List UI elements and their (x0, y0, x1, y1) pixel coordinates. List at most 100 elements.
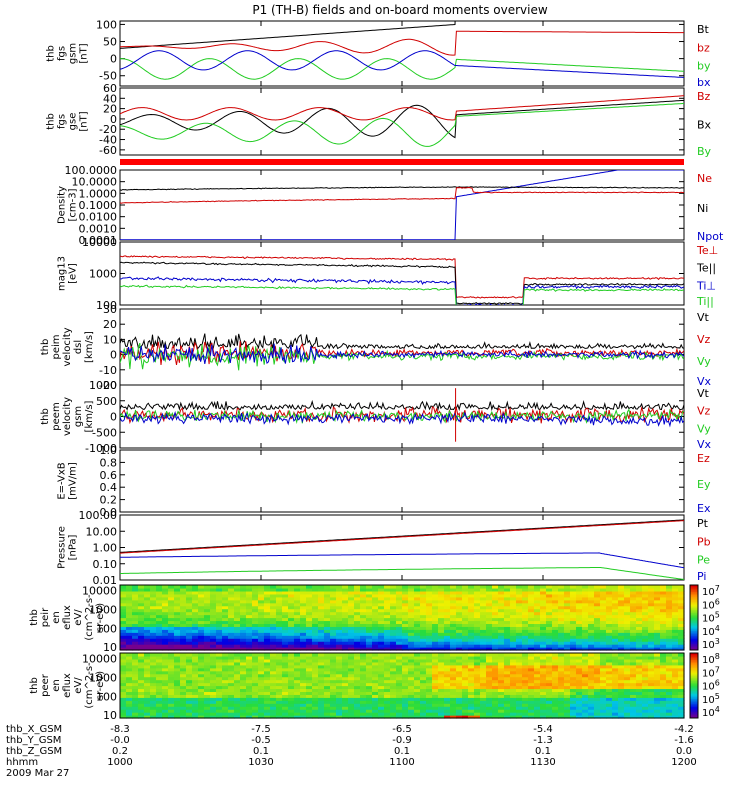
heat-cell (390, 715, 397, 719)
heat-cell (288, 585, 295, 589)
heat-cell (378, 709, 385, 713)
heat-cell (600, 712, 607, 716)
heat-cell (336, 670, 343, 675)
heat-cell (246, 590, 253, 595)
heat-cell (480, 712, 487, 716)
heat-cell (456, 712, 463, 716)
colorbar-cell (690, 713, 698, 716)
heat-cell (132, 661, 139, 666)
heat-cell (204, 670, 211, 675)
heat-cell (120, 599, 127, 604)
y-tick-label: 10000 (82, 236, 117, 249)
heat-cell (540, 664, 547, 669)
heat-cell (294, 655, 301, 660)
heat-cell (486, 679, 493, 684)
heat-cell (438, 608, 445, 613)
heat-cell (318, 661, 325, 666)
heat-cell (288, 694, 295, 698)
heat-cell (624, 599, 631, 604)
heat-cell (210, 697, 217, 701)
heat-cell (240, 626, 247, 630)
heat-cell (636, 670, 643, 675)
heat-cell (234, 596, 241, 601)
heat-cell (420, 697, 427, 701)
heat-cell (336, 602, 343, 607)
heat-cell (306, 605, 313, 610)
heat-cell (156, 709, 163, 713)
heat-cell (636, 700, 643, 704)
heat-cell (192, 644, 199, 648)
heat-cell (270, 585, 277, 589)
heat-cell (258, 697, 265, 701)
heat-cell (510, 644, 517, 648)
heat-cell (198, 670, 205, 675)
heat-cell (342, 608, 349, 613)
heat-cell (438, 623, 445, 627)
heat-cell (336, 617, 343, 622)
heat-cell (258, 685, 265, 690)
heat-cell (402, 608, 409, 613)
heat-cell (306, 697, 313, 701)
heat-cell (618, 703, 625, 707)
heat-cell (516, 647, 523, 651)
heat-cell (138, 709, 145, 713)
colorbar-label: 107 (702, 665, 720, 679)
heat-cell (510, 632, 517, 636)
heat-cell (378, 596, 385, 601)
heat-cell (636, 585, 643, 589)
heat-cell (180, 670, 187, 675)
heat-cell (588, 590, 595, 595)
heat-cell (636, 599, 643, 604)
heat-cell (198, 697, 205, 701)
heat-cell (528, 700, 535, 704)
heat-cell (228, 694, 235, 698)
heat-cell (228, 614, 235, 619)
heat-cell (456, 641, 463, 645)
heat-cell (126, 679, 133, 684)
heat-cell (426, 658, 433, 663)
heat-cell (132, 620, 139, 625)
heat-cell (540, 599, 547, 604)
heat-cell (600, 629, 607, 633)
heat-cell (636, 697, 643, 701)
heat-cell (180, 638, 187, 642)
heat-cell (204, 647, 211, 651)
heat-cell (396, 602, 403, 607)
heat-cell (282, 635, 289, 639)
heat-cell (438, 590, 445, 595)
heat-cell (264, 629, 271, 633)
heat-cell (336, 673, 343, 678)
heat-cell (156, 685, 163, 690)
heat-cell (408, 685, 415, 690)
heat-cell (180, 590, 187, 595)
heat-cell (324, 632, 331, 636)
heat-cell (516, 596, 523, 601)
heat-cell (294, 635, 301, 639)
panel-5: 3020100-10-20thbpeimvelocitydsl[km/s]VtV… (40, 303, 712, 392)
heat-cell (414, 629, 421, 633)
heat-cell (222, 664, 229, 669)
heat-cell (342, 599, 349, 604)
heat-cell (228, 661, 235, 666)
heat-cell (540, 685, 547, 690)
heat-cell (426, 608, 433, 613)
heat-cell (624, 697, 631, 701)
heat-cell (282, 664, 289, 669)
heat-cell (408, 641, 415, 645)
heat-cell (246, 712, 253, 716)
heat-cell (678, 691, 685, 695)
heat-cell (342, 617, 349, 622)
heat-cell (480, 632, 487, 636)
heat-cell (576, 590, 583, 595)
heat-cell (498, 629, 505, 633)
heat-cell (366, 673, 373, 678)
heat-cell (270, 644, 277, 648)
heat-cell (546, 644, 553, 648)
heat-cell (378, 706, 385, 710)
heat-cell (324, 644, 331, 648)
heat-cell (552, 644, 559, 648)
x-row-label-0: thb_X_GSM (6, 724, 62, 735)
heat-cell (294, 685, 301, 690)
heat-cell (660, 688, 667, 693)
heat-cell (312, 608, 319, 613)
